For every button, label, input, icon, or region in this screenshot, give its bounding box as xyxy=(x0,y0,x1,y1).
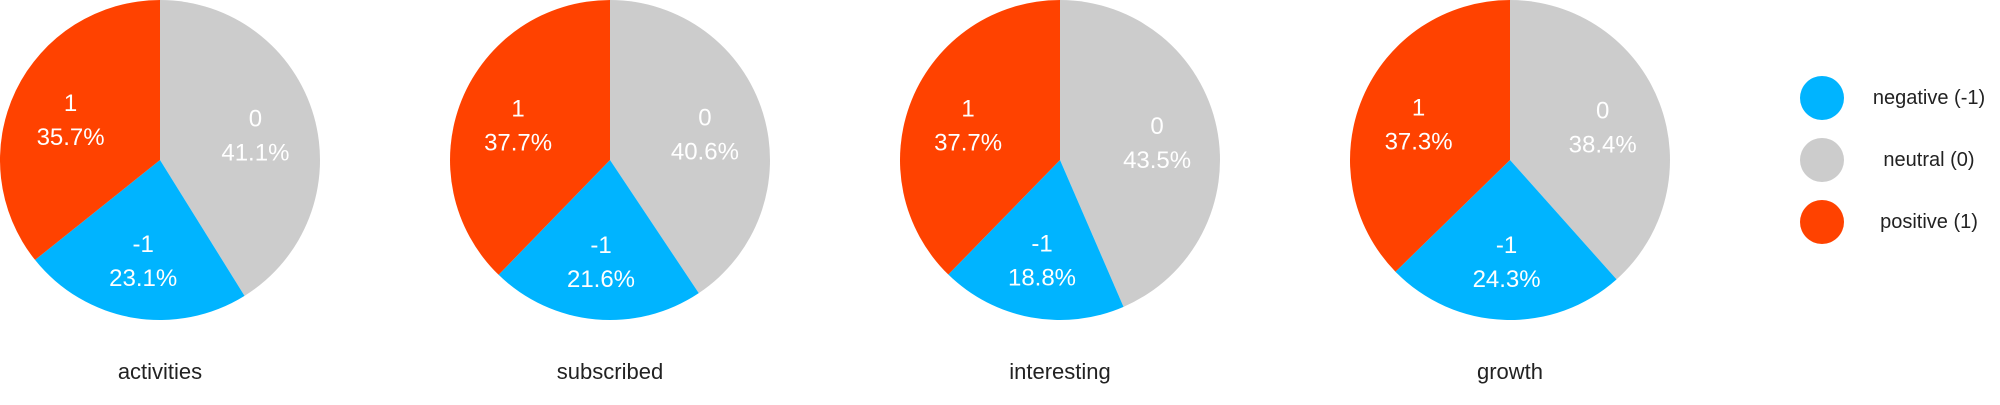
legend-label-negative: negative (-1) xyxy=(1872,86,1986,109)
pie-chart-activities: 0 41.1% -1 23.1% 1 35.7% activities xyxy=(0,0,320,384)
slice-percent-label: 43.5% xyxy=(1123,147,1191,174)
slice-category-label: -1 xyxy=(1031,231,1052,258)
slice-percent-label: 37.7% xyxy=(934,130,1002,157)
pie-chart-subscribed: 0 40.6% -1 21.6% 1 37.7% subscribed xyxy=(450,0,770,384)
slice-category-label: -1 xyxy=(1496,232,1517,259)
slice-percent-label: 37.3% xyxy=(1385,129,1453,156)
slice-category-label: -1 xyxy=(133,231,154,258)
legend-item-negative: negative (-1) xyxy=(1800,76,2000,120)
pie-slice-growth-0 xyxy=(1510,0,1670,280)
pie-slice-subscribed--1 xyxy=(498,160,699,320)
slice-percent-label: 35.7% xyxy=(37,124,105,151)
legend-swatch-positive xyxy=(1800,200,1844,244)
pie-slice-activities--1 xyxy=(35,160,245,321)
pie-slice-interesting-1 xyxy=(899,0,1060,275)
pie-chart-title: subscribed xyxy=(557,359,663,384)
slice-percent-label: 21.6% xyxy=(567,266,635,293)
pie-chart-title: interesting xyxy=(1009,359,1111,384)
pie-slice-interesting-0 xyxy=(1060,0,1220,307)
pie-chart-title: growth xyxy=(1477,359,1543,384)
legend-item-positive: positive (1) xyxy=(1800,200,2000,244)
slice-category-label: 0 xyxy=(698,104,711,131)
slice-category-label: 0 xyxy=(249,106,262,133)
slice-category-label: 0 xyxy=(1150,113,1163,140)
legend-label-neutral: neutral (0) xyxy=(1883,148,1975,171)
slice-percent-label: 38.4% xyxy=(1569,132,1637,159)
pie-slice-interesting--1 xyxy=(948,160,1124,320)
slice-category-label: 1 xyxy=(961,96,974,123)
slice-percent-label: 40.6% xyxy=(671,138,739,165)
legend: negative (-1) neutral (0) positive (1) xyxy=(1800,76,2000,264)
legend-swatch-negative xyxy=(1800,76,1844,120)
pie-slice-growth-1 xyxy=(1350,0,1510,272)
pie-slice-activities-0 xyxy=(160,0,320,296)
legend-swatch-neutral xyxy=(1800,138,1844,182)
slice-category-label: 1 xyxy=(1412,95,1425,122)
slice-percent-label: 37.7% xyxy=(484,130,552,157)
legend-label-positive: positive (1) xyxy=(1880,210,1978,233)
slice-category-label: 0 xyxy=(1596,98,1609,125)
slice-category-label: -1 xyxy=(590,232,611,259)
slice-percent-label: 23.1% xyxy=(109,265,177,292)
slice-percent-label: 41.1% xyxy=(221,140,289,167)
pie-chart-growth: 0 38.4% -1 24.3% 1 37.3% growth xyxy=(1350,0,1670,384)
legend-item-neutral: neutral (0) xyxy=(1800,138,2000,182)
pie-slice-subscribed-0 xyxy=(610,0,770,294)
slice-percent-label: 18.8% xyxy=(1008,265,1076,292)
slice-category-label: 1 xyxy=(511,96,524,123)
pie-slice-subscribed-1 xyxy=(450,0,610,275)
pie-chart-interesting: 0 43.5% -1 18.8% 1 37.7% interesting xyxy=(899,0,1220,384)
pie-chart-title: activities xyxy=(118,359,202,384)
slice-category-label: 1 xyxy=(64,90,77,117)
slice-percent-label: 24.3% xyxy=(1473,266,1541,293)
pie-slice-growth--1 xyxy=(1395,160,1617,321)
pie-slice-activities-1 xyxy=(0,0,160,260)
